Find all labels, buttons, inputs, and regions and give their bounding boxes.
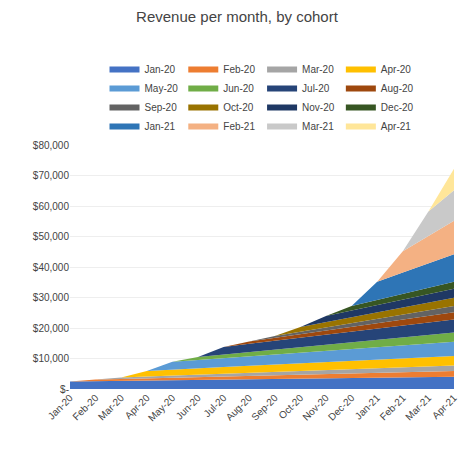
svg-text:Jun-20: Jun-20: [174, 392, 204, 422]
svg-text:Aug-20: Aug-20: [381, 83, 414, 94]
svg-text:Sep-20: Sep-20: [249, 392, 280, 423]
svg-text:Jan-21: Jan-21: [145, 121, 176, 132]
svg-text:Apr-20: Apr-20: [381, 64, 411, 75]
svg-text:Nov-20: Nov-20: [300, 392, 331, 423]
svg-text:Mar-20: Mar-20: [96, 392, 126, 422]
svg-text:Jul-20: Jul-20: [202, 392, 229, 419]
svg-text:Nov-20: Nov-20: [302, 102, 335, 113]
svg-text:$30,000: $30,000: [33, 292, 70, 303]
svg-text:$20,000: $20,000: [33, 323, 70, 334]
svg-text:Jan-20: Jan-20: [46, 392, 76, 422]
svg-text:$10,000: $10,000: [33, 353, 70, 364]
svg-text:$60,000: $60,000: [33, 201, 70, 212]
svg-text:Apr-21: Apr-21: [430, 392, 459, 421]
svg-text:Sep-20: Sep-20: [145, 102, 178, 113]
svg-text:Oct-20: Oct-20: [276, 392, 305, 421]
svg-text:$80,000: $80,000: [33, 140, 70, 151]
svg-text:$-: $-: [60, 384, 69, 395]
svg-text:Mar-21: Mar-21: [302, 121, 334, 132]
svg-text:Feb-20: Feb-20: [70, 392, 100, 422]
svg-text:Apr-21: Apr-21: [381, 121, 411, 132]
svg-text:Feb-20: Feb-20: [223, 64, 255, 75]
svg-text:Jul-20: Jul-20: [302, 83, 330, 94]
svg-text:Revenue per month, by cohort: Revenue per month, by cohort: [136, 8, 339, 25]
svg-text:Mar-21: Mar-21: [403, 392, 433, 422]
svg-text:$40,000: $40,000: [33, 262, 70, 273]
svg-text:Apr-20: Apr-20: [123, 392, 152, 421]
svg-text:Jan-21: Jan-21: [353, 392, 383, 422]
svg-text:May-20: May-20: [146, 392, 178, 424]
svg-text:Feb-21: Feb-21: [223, 121, 255, 132]
svg-text:Dec-20: Dec-20: [381, 102, 414, 113]
svg-text:Dec-20: Dec-20: [326, 392, 357, 423]
svg-text:Feb-21: Feb-21: [378, 392, 408, 422]
svg-text:Mar-20: Mar-20: [302, 64, 334, 75]
svg-text:$70,000: $70,000: [33, 170, 70, 181]
svg-text:Jan-20: Jan-20: [145, 64, 176, 75]
svg-text:$50,000: $50,000: [33, 231, 70, 242]
svg-text:Aug-20: Aug-20: [224, 392, 255, 423]
svg-text:Jun-20: Jun-20: [223, 83, 254, 94]
svg-text:Oct-20: Oct-20: [223, 102, 253, 113]
svg-text:May-20: May-20: [145, 83, 179, 94]
